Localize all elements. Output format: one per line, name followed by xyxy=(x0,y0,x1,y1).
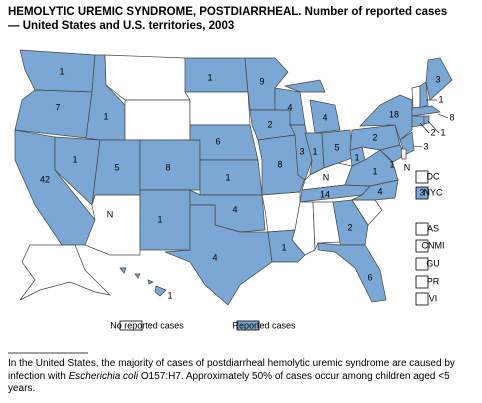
legend-label: Reported cases xyxy=(232,320,296,330)
state xyxy=(321,129,353,169)
state xyxy=(134,273,141,279)
state xyxy=(423,115,430,125)
state-value: 1 xyxy=(167,290,172,300)
state-value: 6 xyxy=(367,272,372,282)
leader-line xyxy=(413,145,423,148)
territory-label: AS xyxy=(427,223,439,233)
territory-label: PR xyxy=(427,276,440,286)
state-value: 4 xyxy=(377,186,382,196)
state xyxy=(184,91,251,126)
leader-line xyxy=(437,113,449,119)
state-value: 1 xyxy=(207,72,212,82)
state-value: 6 xyxy=(215,136,220,146)
state-value: 7 xyxy=(55,102,60,112)
legend-swatch xyxy=(119,320,143,331)
footnote-text: O157:H7. Approximately 50% of cases occu… xyxy=(8,370,450,395)
state xyxy=(124,99,191,141)
state xyxy=(312,201,341,251)
state-value: 1 xyxy=(225,172,230,182)
footnote: In the United States, the majority of ca… xyxy=(8,358,478,396)
state-value: 8 xyxy=(277,159,282,169)
state-value: 1 xyxy=(59,66,64,76)
legend-label: No reported cases xyxy=(110,320,184,330)
state-value: 3 xyxy=(435,74,440,84)
legend-swatch xyxy=(236,320,260,331)
state xyxy=(84,194,141,256)
territory-label: CNMI xyxy=(422,240,445,250)
territory-box xyxy=(415,170,429,184)
state xyxy=(19,244,112,301)
state-value: 4 xyxy=(212,252,217,262)
state xyxy=(283,79,326,93)
state xyxy=(14,89,93,139)
state xyxy=(309,99,341,134)
state xyxy=(317,242,387,303)
state-value: 42 xyxy=(40,174,50,184)
footnote-italic: Escherichia coli xyxy=(68,370,139,382)
state-value: 18 xyxy=(389,109,399,119)
state xyxy=(104,54,191,101)
state-value: 1 xyxy=(440,127,445,137)
state-value: 14 xyxy=(320,189,330,199)
state-value: 1 xyxy=(354,152,359,162)
territory-label: GU xyxy=(426,258,440,268)
territory-box xyxy=(415,257,429,271)
state-value: 1 xyxy=(281,242,286,252)
state-value: 2 xyxy=(372,132,377,142)
state-value: 3 xyxy=(299,146,304,156)
state xyxy=(189,124,259,161)
state-value: 1 xyxy=(389,159,394,169)
territory-box xyxy=(415,292,429,306)
territory-box xyxy=(415,239,429,253)
territory-box xyxy=(415,186,429,200)
territory-value: 3 xyxy=(419,187,424,197)
state-value: 4 xyxy=(232,204,237,214)
territory-box xyxy=(415,275,429,289)
territory-label: DC xyxy=(427,171,440,181)
state-value: 5 xyxy=(334,142,339,152)
state xyxy=(425,57,453,101)
state xyxy=(411,105,441,117)
state xyxy=(419,81,429,109)
state-value: 8 xyxy=(165,162,170,172)
state xyxy=(164,204,273,306)
state xyxy=(184,57,249,93)
state-value: 1 xyxy=(438,94,443,104)
state xyxy=(411,85,421,109)
state-value: 2 xyxy=(430,127,435,137)
state-value: 8 xyxy=(449,112,454,122)
state-value: 1 xyxy=(103,111,108,121)
state xyxy=(199,159,263,196)
state-value: N xyxy=(107,209,114,219)
state-value: 2 xyxy=(347,222,352,232)
state-value: 1 xyxy=(372,166,377,176)
state xyxy=(261,191,301,233)
state-value: 5 xyxy=(114,162,119,172)
state-value: 1 xyxy=(72,154,77,164)
territory-label: VI xyxy=(429,293,438,303)
territory-label: NYC xyxy=(423,187,443,197)
leader-line xyxy=(427,120,440,134)
state xyxy=(19,49,96,93)
state-value: 1 xyxy=(157,214,162,224)
state-value: 1 xyxy=(312,146,317,156)
state-value: N xyxy=(404,162,411,172)
state-value: 4 xyxy=(287,102,292,112)
state xyxy=(400,148,407,160)
state xyxy=(154,285,167,297)
state xyxy=(119,267,127,274)
territory-box xyxy=(415,222,429,236)
state-value: 9 xyxy=(259,76,264,86)
state xyxy=(139,189,191,251)
title: HEMOLYTIC UREMIC SYNDROME, POSTDIARRHEAL… xyxy=(8,6,448,32)
footnote-text: In the United States, the majority of ca… xyxy=(8,358,455,382)
state-value: 4 xyxy=(322,112,327,122)
state xyxy=(147,279,154,285)
state-value: N xyxy=(323,172,330,182)
leader-line xyxy=(419,122,430,134)
state-value: 2 xyxy=(267,119,272,129)
state-value: 3 xyxy=(423,141,428,151)
